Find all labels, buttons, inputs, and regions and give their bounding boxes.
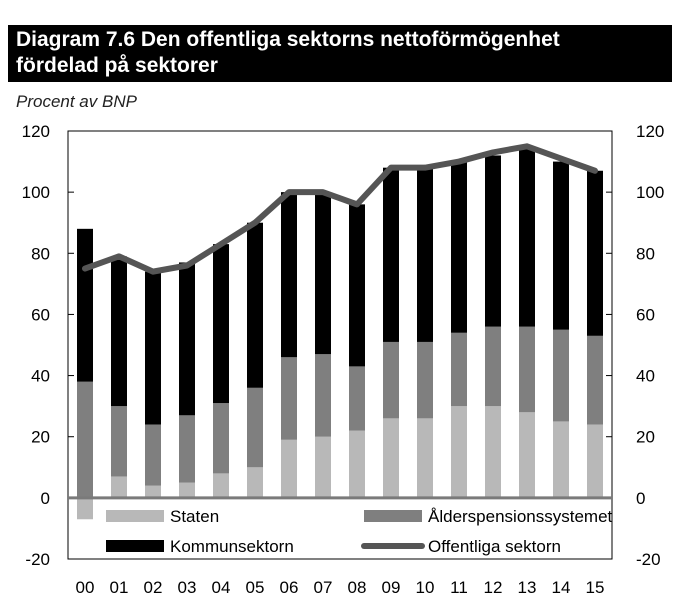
bar-ålderspensionssystemet — [179, 415, 195, 483]
bar-staten — [111, 476, 127, 498]
bar-staten — [145, 485, 161, 498]
bar-staten — [383, 418, 399, 498]
y-tick-label-right: 120 — [636, 122, 664, 141]
x-tick-label: 01 — [110, 578, 129, 597]
bar-ålderspensionssystemet — [383, 341, 399, 419]
bar-kommunsektorn — [213, 244, 229, 404]
y-tick-label-right: 100 — [636, 183, 664, 202]
bar-ålderspensionssystemet — [281, 357, 297, 440]
y-tick-label-left: 80 — [31, 244, 50, 263]
y-tick-label-left: 60 — [31, 305, 50, 324]
bar-ålderspensionssystemet — [485, 326, 501, 407]
bar-staten — [451, 406, 467, 498]
bar-kommunsektorn — [349, 204, 365, 367]
x-tick-label: 11 — [450, 578, 468, 597]
unit-label: Procent av BNP — [16, 92, 137, 111]
x-tick-label: 00 — [76, 578, 95, 597]
chart-title-line-2: fördelad på sektorer — [16, 54, 218, 77]
bar-staten — [179, 482, 195, 498]
bar-kommunsektorn — [417, 167, 433, 342]
bar-kommunsektorn — [451, 161, 467, 333]
bar-staten — [315, 436, 331, 498]
plot-frame — [67, 130, 613, 560]
x-tick-label: 13 — [518, 578, 537, 597]
bar-kommunsektorn — [145, 271, 161, 425]
x-tick-label: 12 — [484, 578, 503, 597]
bar-kommunsektorn — [315, 192, 331, 355]
chart-title-line-1: Diagram 7.6 Den offentliga sektorns nett… — [16, 28, 560, 51]
y-tick-label-right: 60 — [636, 305, 655, 324]
bar-kommunsektorn — [281, 192, 297, 358]
bar-staten — [247, 467, 263, 498]
x-tick-label: 07 — [314, 578, 333, 597]
y-tick-label-left: 20 — [31, 428, 50, 447]
bar-kommunsektorn — [179, 262, 195, 416]
bar-staten — [519, 412, 535, 498]
bar-ålderspensionssystemet — [145, 424, 161, 486]
x-tick-label: 05 — [246, 578, 265, 597]
x-tick-label: 10 — [416, 578, 435, 597]
bar-kommunsektorn — [383, 167, 399, 342]
legend-label: Staten — [170, 507, 219, 526]
chart-title-bar: Diagram 7.6 Den offentliga sektorns nett… — [8, 25, 672, 82]
bar-kommunsektorn — [77, 228, 93, 382]
x-tick-label: 03 — [178, 578, 197, 597]
bar-ålderspensionssystemet — [519, 326, 535, 413]
bar-staten — [587, 424, 603, 498]
bar-staten — [213, 473, 229, 498]
y-tick-label-left: 0 — [41, 489, 50, 508]
bar-staten — [77, 497, 93, 520]
x-tick-label: 06 — [280, 578, 299, 597]
y-tick-label-right: 80 — [636, 244, 655, 263]
legend-label: Kommunsektorn — [170, 537, 294, 556]
bar-kommunsektorn — [485, 155, 501, 327]
y-tick-label-left: 40 — [31, 367, 50, 386]
legend-swatch — [106, 540, 164, 552]
y-tick-label-left: -20 — [25, 550, 50, 569]
bar-ålderspensionssystemet — [349, 366, 365, 431]
x-tick-label: 04 — [212, 578, 231, 597]
bar-kommunsektorn — [247, 222, 263, 388]
bar-kommunsektorn — [111, 256, 127, 407]
bar-ålderspensionssystemet — [451, 332, 467, 407]
bar-ålderspensionssystemet — [111, 406, 127, 477]
legend-label: Ålderspensionssystemet — [428, 507, 613, 526]
y-tick-label-left: 100 — [22, 183, 50, 202]
bar-kommunsektorn — [553, 161, 569, 330]
bar-ålderspensionssystemet — [587, 335, 603, 425]
bar-staten — [553, 421, 569, 498]
bar-ålderspensionssystemet — [213, 403, 229, 474]
bar-ålderspensionssystemet — [315, 354, 331, 437]
x-tick-label: 09 — [382, 578, 401, 597]
legend-swatch — [364, 510, 422, 522]
bar-staten — [349, 430, 365, 498]
x-tick-label: 15 — [586, 578, 605, 597]
legend-label: Offentliga sektorn — [428, 537, 561, 556]
bar-staten — [417, 418, 433, 498]
y-tick-label-right: 20 — [636, 428, 655, 447]
line-offentliga-sektorn — [82, 143, 598, 275]
bar-staten — [485, 406, 501, 498]
bar-ålderspensionssystemet — [247, 387, 263, 468]
x-tick-label: 14 — [552, 578, 571, 597]
y-tick-label-right: -20 — [636, 550, 661, 569]
bar-kommunsektorn — [519, 149, 535, 327]
bar-ålderspensionssystemet — [553, 329, 569, 422]
bar-kommunsektorn — [587, 170, 603, 336]
legend-swatch — [106, 510, 164, 522]
x-tick-label: 08 — [348, 578, 367, 597]
x-tick-label: 02 — [144, 578, 163, 597]
bar-ålderspensionssystemet — [417, 341, 433, 419]
y-tick-label-left: 120 — [22, 122, 50, 141]
y-tick-label-right: 0 — [636, 489, 645, 508]
bar-ålderspensionssystemet — [77, 381, 93, 498]
y-tick-label-right: 40 — [636, 367, 655, 386]
bar-staten — [281, 439, 297, 498]
